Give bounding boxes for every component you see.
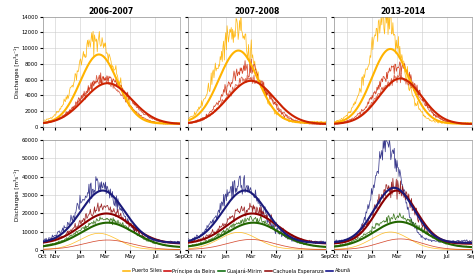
Title: 2013-2014: 2013-2014 (380, 7, 426, 16)
Y-axis label: Discharges [m³s⁻¹]: Discharges [m³s⁻¹] (14, 46, 20, 98)
Legend: Puerto Siles, Príncipe da Beira, Guajará-Mirim, Cachuela Esperanza, Abunã: Puerto Siles, Príncipe da Beira, Guajará… (121, 266, 353, 275)
Title: 2006-2007: 2006-2007 (89, 7, 134, 16)
Title: 2007-2008: 2007-2008 (235, 7, 280, 16)
Y-axis label: Discharges [m³s⁻¹]: Discharges [m³s⁻¹] (14, 169, 20, 221)
